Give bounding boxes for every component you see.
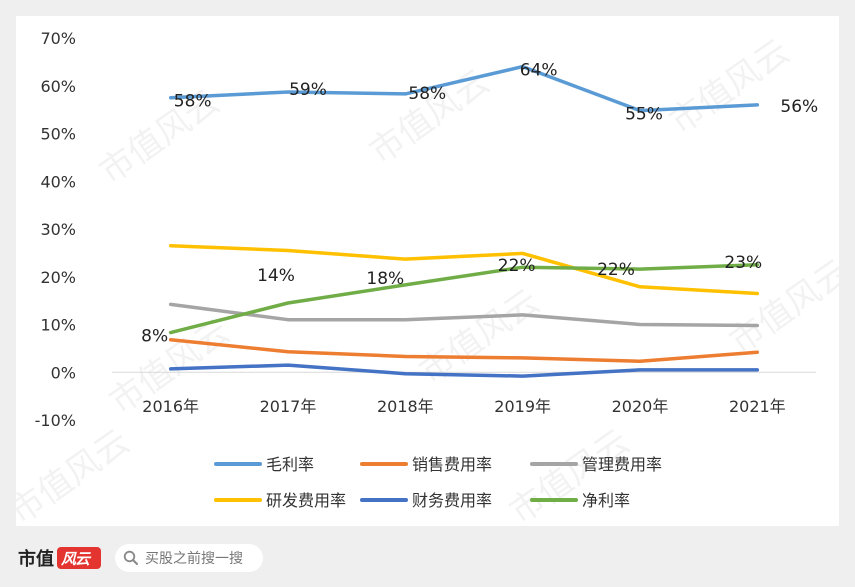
x-tick-label: 2018年	[377, 397, 434, 416]
x-tick-label: 2020年	[612, 397, 669, 416]
y-tick-label: 70%	[40, 29, 76, 48]
legend-label: 毛利率	[266, 455, 314, 474]
footer: 市值 风云 买股之前搜一搜	[18, 543, 263, 573]
x-tick-label: 2021年	[729, 397, 786, 416]
y-tick-label: 0%	[51, 363, 76, 382]
data-label: 58%	[174, 92, 212, 112]
y-tick-label: 20%	[40, 268, 76, 287]
y-tick-label: 30%	[40, 220, 76, 239]
data-label: 59%	[289, 80, 327, 100]
data-label: 14%	[257, 266, 295, 286]
brand-logo: 市值 风云	[18, 545, 101, 571]
brand-badge: 风云	[57, 547, 101, 569]
legend-label: 研发费用率	[266, 491, 346, 510]
brand-badge-text: 风云	[61, 550, 90, 568]
data-label: 64%	[520, 61, 558, 81]
data-label: 8%	[141, 327, 168, 347]
x-tick-label: 2019年	[494, 397, 551, 416]
legend-item: 销售费用率	[360, 455, 492, 474]
watermark-text: 市值风云	[663, 32, 797, 143]
series-line	[168, 338, 760, 364]
legend-label: 销售费用率	[412, 455, 492, 474]
legend-item: 净利率	[530, 491, 630, 510]
y-tick-label: 40%	[40, 172, 76, 191]
data-label: 56%	[780, 97, 818, 117]
brand-name: 市值	[18, 549, 54, 570]
legend-item: 管理费用率	[530, 455, 662, 474]
series-line	[168, 263, 760, 335]
x-tick-label: 2017年	[260, 397, 317, 416]
search-box[interactable]: 买股之前搜一搜	[115, 544, 263, 572]
data-label: 55%	[625, 105, 663, 125]
y-tick-label: 50%	[40, 125, 76, 144]
legend-label: 净利率	[582, 491, 630, 510]
data-label: 23%	[724, 253, 762, 273]
data-label: 22%	[498, 256, 536, 276]
search-placeholder: 买股之前搜一搜	[145, 551, 243, 567]
series-line	[168, 64, 760, 113]
y-tick-label: -10%	[35, 411, 76, 430]
y-tick-label: 10%	[40, 316, 76, 335]
search-icon	[123, 550, 138, 565]
chart-card: 市值风云 市值风云 市值风云 市值风云 市值风云 市值风云 市值风云 市值风云 -10% 0% 10…	[16, 16, 839, 526]
series-line	[168, 363, 760, 378]
legend-item: 研发费用率	[214, 491, 346, 510]
legend-label: 管理费用率	[582, 455, 662, 474]
data-label: 22%	[597, 260, 635, 280]
legend-item: 财务费用率	[360, 491, 492, 510]
data-label: 58%	[408, 84, 446, 104]
series-line	[168, 302, 760, 328]
y-tick-label: 60%	[40, 77, 76, 96]
x-tick-label: 2016年	[142, 397, 199, 416]
legend-label: 财务费用率	[412, 491, 492, 510]
series-line	[168, 243, 760, 296]
data-label: 18%	[366, 269, 404, 289]
watermark-text: 市值风云	[16, 422, 137, 526]
legend-item: 毛利率	[214, 455, 314, 474]
